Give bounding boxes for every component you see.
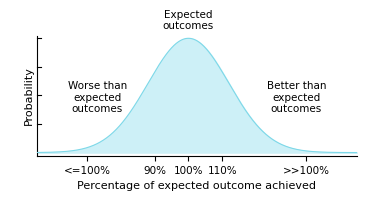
Y-axis label: Probability: Probability bbox=[24, 67, 34, 125]
X-axis label: Percentage of expected outcome achieved: Percentage of expected outcome achieved bbox=[77, 181, 316, 191]
Text: Expected
outcomes: Expected outcomes bbox=[163, 10, 214, 31]
Text: Better than
expected
outcomes: Better than expected outcomes bbox=[266, 81, 326, 114]
Text: Worse than
expected
outcomes: Worse than expected outcomes bbox=[68, 81, 127, 114]
